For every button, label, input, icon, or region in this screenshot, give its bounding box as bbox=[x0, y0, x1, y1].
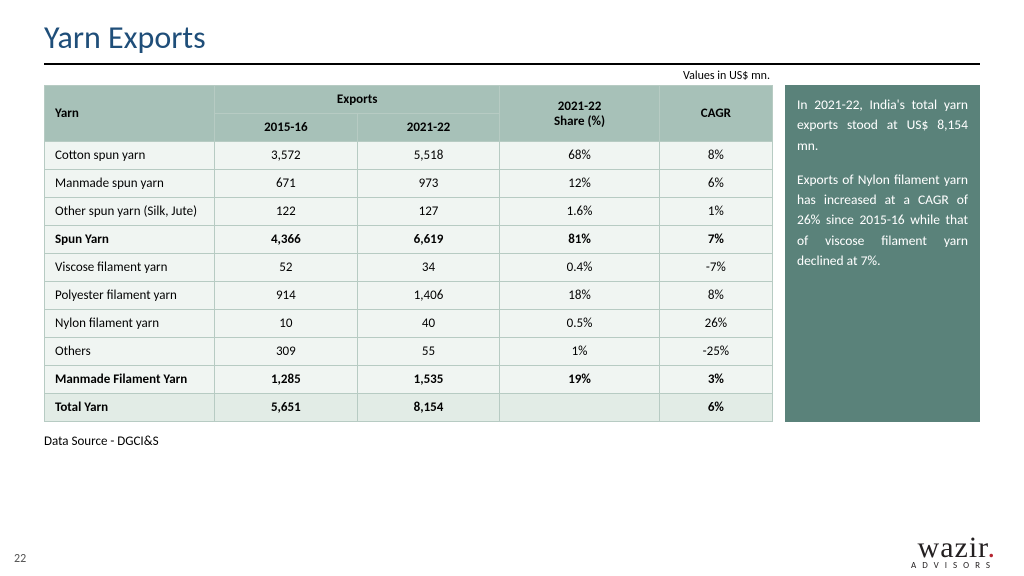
cell-label: Others bbox=[45, 338, 215, 366]
cell-share: 1% bbox=[500, 338, 659, 366]
col-yarn: Yarn bbox=[45, 86, 215, 142]
cell-share: 18% bbox=[500, 282, 659, 310]
cell-y1: 5,651 bbox=[215, 394, 358, 422]
col-share: 2021-22 Share (%) bbox=[500, 86, 659, 142]
cell-label: Manmade spun yarn bbox=[45, 170, 215, 198]
cell-label: Spun Yarn bbox=[45, 226, 215, 254]
cell-label: Total Yarn bbox=[45, 394, 215, 422]
cell-label: Cotton spun yarn bbox=[45, 142, 215, 170]
table-container: Yarn Exports 2021-22 Share (%) CAGR 2015… bbox=[44, 85, 773, 422]
cell-cagr: 6% bbox=[659, 394, 772, 422]
table-row: Manmade spun yarn67197312%6% bbox=[45, 170, 773, 198]
units-note: Values in US$ mn. bbox=[44, 69, 980, 83]
cell-y2: 5,518 bbox=[357, 142, 500, 170]
logo: wazir. ADVISORS bbox=[911, 533, 996, 570]
commentary-paragraph: Exports of Nylon filament yarn has incre… bbox=[797, 170, 968, 271]
content-row: Yarn Exports 2021-22 Share (%) CAGR 2015… bbox=[44, 85, 980, 422]
cell-label: Polyester filament yarn bbox=[45, 282, 215, 310]
cell-share: 68% bbox=[500, 142, 659, 170]
table-row: Manmade Filament Yarn1,2851,53519%3% bbox=[45, 366, 773, 394]
cell-share: 19% bbox=[500, 366, 659, 394]
commentary-box: In 2021-22, India's total yarn exports s… bbox=[785, 85, 980, 422]
cell-label: Other spun yarn (Silk, Jute) bbox=[45, 198, 215, 226]
cell-y1: 309 bbox=[215, 338, 358, 366]
cell-y1: 122 bbox=[215, 198, 358, 226]
cell-y2: 55 bbox=[357, 338, 500, 366]
logo-text: wazir. bbox=[911, 533, 996, 563]
cell-y1: 10 bbox=[215, 310, 358, 338]
yarn-exports-table: Yarn Exports 2021-22 Share (%) CAGR 2015… bbox=[44, 85, 773, 422]
cell-y1: 4,366 bbox=[215, 226, 358, 254]
page-number: 22 bbox=[14, 552, 26, 566]
cell-label: Viscose filament yarn bbox=[45, 254, 215, 282]
cell-y2: 1,535 bbox=[357, 366, 500, 394]
cell-cagr: 8% bbox=[659, 142, 772, 170]
cell-y1: 671 bbox=[215, 170, 358, 198]
cell-y2: 6,619 bbox=[357, 226, 500, 254]
col-2021-22: 2021-22 bbox=[357, 114, 500, 142]
col-cagr: CAGR bbox=[659, 86, 772, 142]
cell-share bbox=[500, 394, 659, 422]
cell-cagr: 6% bbox=[659, 170, 772, 198]
table-row: Nylon filament yarn10400.5%26% bbox=[45, 310, 773, 338]
cell-share: 12% bbox=[500, 170, 659, 198]
cell-cagr: 8% bbox=[659, 282, 772, 310]
cell-y2: 127 bbox=[357, 198, 500, 226]
cell-y2: 973 bbox=[357, 170, 500, 198]
cell-label: Manmade Filament Yarn bbox=[45, 366, 215, 394]
cell-y2: 8,154 bbox=[357, 394, 500, 422]
cell-y1: 3,572 bbox=[215, 142, 358, 170]
cell-y1: 52 bbox=[215, 254, 358, 282]
cell-label: Nylon filament yarn bbox=[45, 310, 215, 338]
logo-subtext: ADVISORS bbox=[911, 561, 996, 570]
cell-y1: 914 bbox=[215, 282, 358, 310]
cell-y2: 1,406 bbox=[357, 282, 500, 310]
table-row: Other spun yarn (Silk, Jute)1221271.6%1% bbox=[45, 198, 773, 226]
title-rule bbox=[44, 63, 980, 65]
cell-y2: 34 bbox=[357, 254, 500, 282]
data-source: Data Source - DGCI&S bbox=[44, 434, 980, 449]
cell-cagr: -7% bbox=[659, 254, 772, 282]
cell-cagr: -25% bbox=[659, 338, 772, 366]
table-row: Others309551%-25% bbox=[45, 338, 773, 366]
commentary-paragraph: In 2021-22, India's total yarn exports s… bbox=[797, 95, 968, 156]
cell-y2: 40 bbox=[357, 310, 500, 338]
table-row: Spun Yarn4,3666,61981%7% bbox=[45, 226, 773, 254]
cell-cagr: 3% bbox=[659, 366, 772, 394]
table-row: Total Yarn5,6518,154 6% bbox=[45, 394, 773, 422]
slide: Yarn Exports Values in US$ mn. Yarn Expo… bbox=[0, 0, 1024, 576]
page-title: Yarn Exports bbox=[44, 18, 980, 57]
cell-share: 81% bbox=[500, 226, 659, 254]
cell-cagr: 7% bbox=[659, 226, 772, 254]
col-exports: Exports bbox=[215, 86, 500, 114]
cell-share: 0.5% bbox=[500, 310, 659, 338]
table-row: Cotton spun yarn3,5725,51868%8% bbox=[45, 142, 773, 170]
cell-y1: 1,285 bbox=[215, 366, 358, 394]
cell-cagr: 26% bbox=[659, 310, 772, 338]
col-2015-16: 2015-16 bbox=[215, 114, 358, 142]
table-row: Polyester filament yarn9141,40618%8% bbox=[45, 282, 773, 310]
cell-share: 1.6% bbox=[500, 198, 659, 226]
table-row: Viscose filament yarn52340.4%-7% bbox=[45, 254, 773, 282]
cell-cagr: 1% bbox=[659, 198, 772, 226]
cell-share: 0.4% bbox=[500, 254, 659, 282]
